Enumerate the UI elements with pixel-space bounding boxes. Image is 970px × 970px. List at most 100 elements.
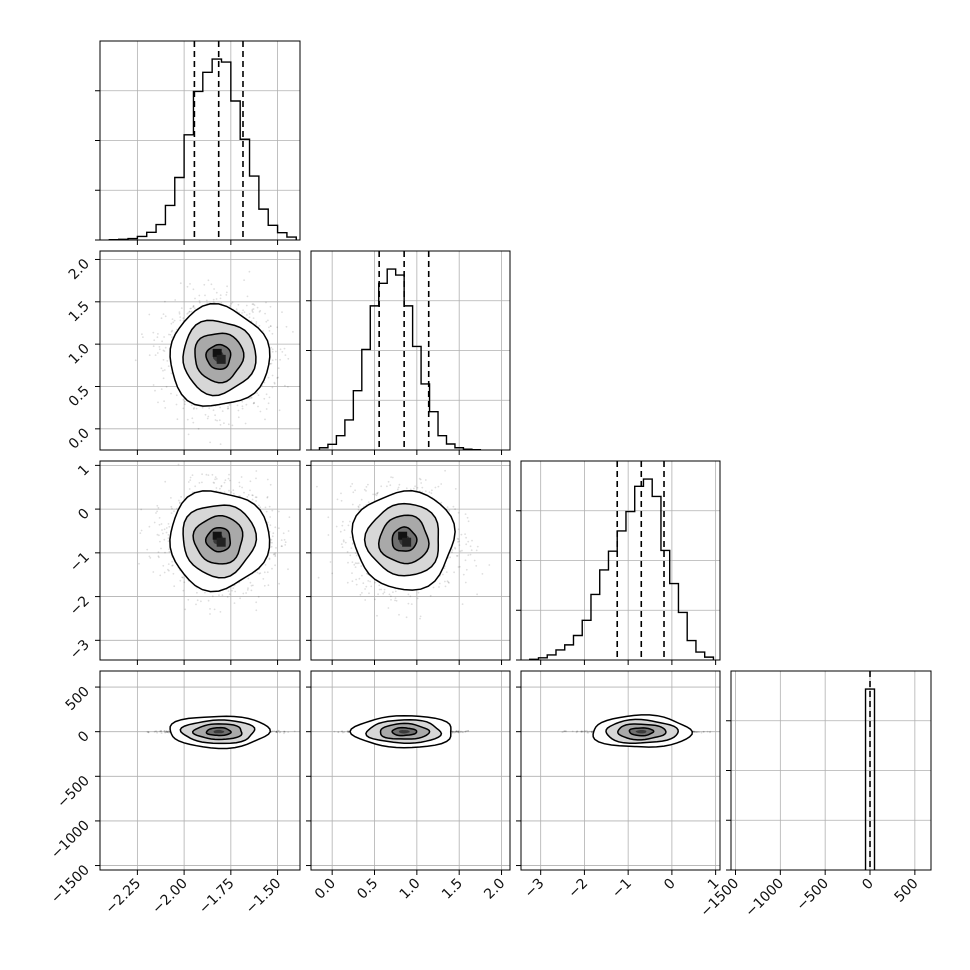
scatter-point (418, 477, 421, 480)
scatter-point (146, 548, 149, 551)
scatter-point (170, 322, 173, 325)
scatter-point (153, 339, 156, 342)
histogram-bin (626, 512, 635, 660)
scatter-point (173, 319, 176, 322)
scatter-point (246, 589, 249, 591)
scatter-point (258, 311, 261, 313)
scatter-point (179, 316, 182, 318)
scatter-point (407, 602, 410, 605)
scatter-point (159, 574, 162, 577)
scatter-point (464, 581, 467, 584)
scatter-point (156, 533, 159, 536)
histogram-bin (250, 176, 259, 240)
scatter-point (473, 559, 476, 562)
scatter-point (148, 313, 151, 316)
panel-r2-c0: −3−2−101 (67, 460, 301, 665)
scatter-point (194, 485, 197, 488)
scatter-point (383, 588, 386, 591)
scatter-point (223, 481, 226, 484)
panel-r0-c0 (95, 40, 301, 245)
scatter-point (204, 413, 207, 416)
scatter-point (186, 418, 189, 421)
scatter-point (162, 532, 164, 535)
scatter-point (271, 374, 274, 377)
scatter-point (256, 392, 258, 394)
scatter-point (226, 285, 229, 288)
scatter-point (343, 529, 346, 531)
scatter-point (268, 326, 270, 329)
scatter-point (269, 325, 272, 327)
scatter-point (273, 553, 276, 555)
scatter-point (189, 307, 192, 310)
scatter-point (262, 578, 265, 580)
scatter-point (175, 403, 178, 406)
scatter-point (431, 489, 433, 492)
scatter-point (219, 611, 222, 613)
scatter-point (273, 382, 276, 385)
scatter-point (266, 496, 269, 498)
scatter-point (218, 419, 221, 422)
scatter-point (165, 731, 168, 734)
scatter-point (281, 545, 283, 548)
scatter-point (239, 597, 242, 600)
scatter-point (287, 530, 290, 532)
scatter-point (170, 512, 173, 514)
scatter-point (447, 581, 450, 584)
scatter-point (245, 592, 248, 594)
scatter-point (269, 305, 272, 308)
scatter-point (169, 333, 172, 336)
scatter-point (227, 477, 230, 480)
scatter-point (287, 386, 289, 388)
scatter-point (240, 476, 243, 478)
scatter-point (469, 545, 472, 548)
scatter-point (378, 588, 381, 591)
y-tick-label: 0.0 (66, 425, 93, 452)
scatter-point (437, 485, 440, 488)
scatter-point (347, 561, 349, 564)
panel-r1-c1 (306, 250, 511, 455)
scatter-point (231, 589, 233, 592)
scatter-point (444, 585, 447, 588)
scatter-point (201, 473, 204, 476)
scatter-point (148, 525, 151, 528)
scatter-point (160, 388, 163, 390)
scatter-point (219, 443, 222, 445)
scatter-point (475, 565, 478, 567)
scatter-point (200, 600, 202, 603)
scatter-point (274, 554, 277, 556)
grid (100, 41, 300, 240)
scatter-point (457, 511, 460, 514)
scatter-point (227, 405, 229, 408)
y-tick-label: 1.5 (66, 298, 93, 325)
scatter-point (247, 577, 250, 580)
scatter-point (446, 506, 449, 508)
scatter-point (457, 566, 460, 568)
scatter-point (163, 350, 166, 352)
scatter-point (204, 294, 206, 297)
scatter-point (163, 336, 166, 338)
scatter-point (160, 547, 162, 550)
scatter-point (352, 491, 355, 494)
scatter-point (419, 478, 422, 481)
scatter-point (430, 492, 433, 495)
scatter-point (247, 494, 250, 496)
scatter-point (265, 408, 268, 410)
scatter-point (376, 492, 379, 495)
scatter-point (167, 523, 170, 525)
scatter-point (223, 422, 225, 425)
scatter-point (179, 319, 182, 322)
histogram-bin (221, 62, 230, 240)
histogram-bin (156, 225, 165, 240)
scatter-point (243, 279, 246, 281)
scatter-point (279, 358, 281, 361)
scatter-point (219, 406, 222, 409)
scatter-point (467, 520, 470, 523)
histogram-bin (635, 486, 644, 660)
scatter-point (288, 516, 291, 519)
scatter-point (157, 401, 159, 404)
scatter-point (157, 333, 159, 335)
scatter-point (267, 376, 270, 379)
scatter-point (158, 517, 161, 519)
scatter-point (152, 571, 155, 573)
